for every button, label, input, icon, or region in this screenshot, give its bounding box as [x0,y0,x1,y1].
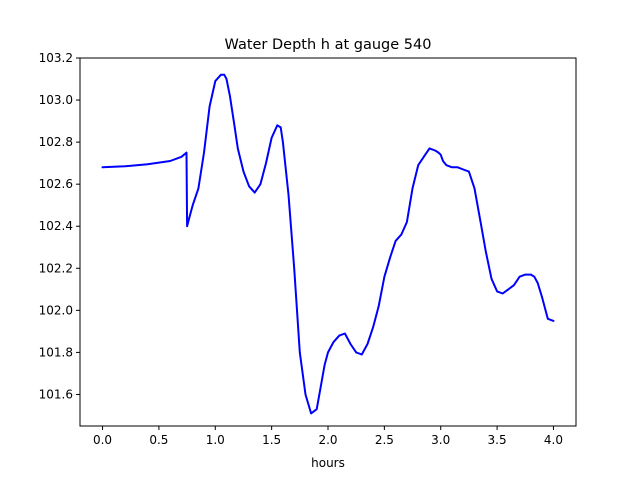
y-tick-label: 103.2 [39,51,73,65]
x-tick-label: 0.5 [149,433,168,447]
series-line [101,73,555,415]
x-tick-label: 3.0 [431,433,450,447]
y-tick-label: 102.4 [39,219,73,233]
x-axis-ticks: 0.0 0.5 1.0 1.5 2.0 2.5 3.0 3.5 4.0 [93,426,563,447]
x-tick-label: 2.5 [375,433,394,447]
plot-frame [79,57,577,427]
x-tick-label: 1.5 [262,433,281,447]
y-tick-label: 102.0 [39,303,73,317]
y-tick-label: 102.8 [39,135,73,149]
x-tick-label: 2.0 [318,433,337,447]
y-tick-label: 101.6 [39,387,73,401]
y-tick-label: 101.8 [39,345,73,359]
x-axis-label: hours [311,456,345,470]
x-tick-label: 0.0 [93,433,112,447]
chart-title: Water Depth h at gauge 540 [225,37,432,53]
y-tick-label: 102.6 [39,177,73,191]
y-axis-ticks: 101.6 101.8 102.0 102.2 102.4 102.6 102.8 103.0… [39,51,80,401]
x-tick-label: 3.5 [488,433,507,447]
y-tick-label: 102.2 [39,261,73,275]
x-tick-label: 4.0 [544,433,563,447]
y-tick-label: 103.0 [39,93,73,107]
series-layer [101,73,555,415]
x-tick-label: 1.0 [206,433,225,447]
